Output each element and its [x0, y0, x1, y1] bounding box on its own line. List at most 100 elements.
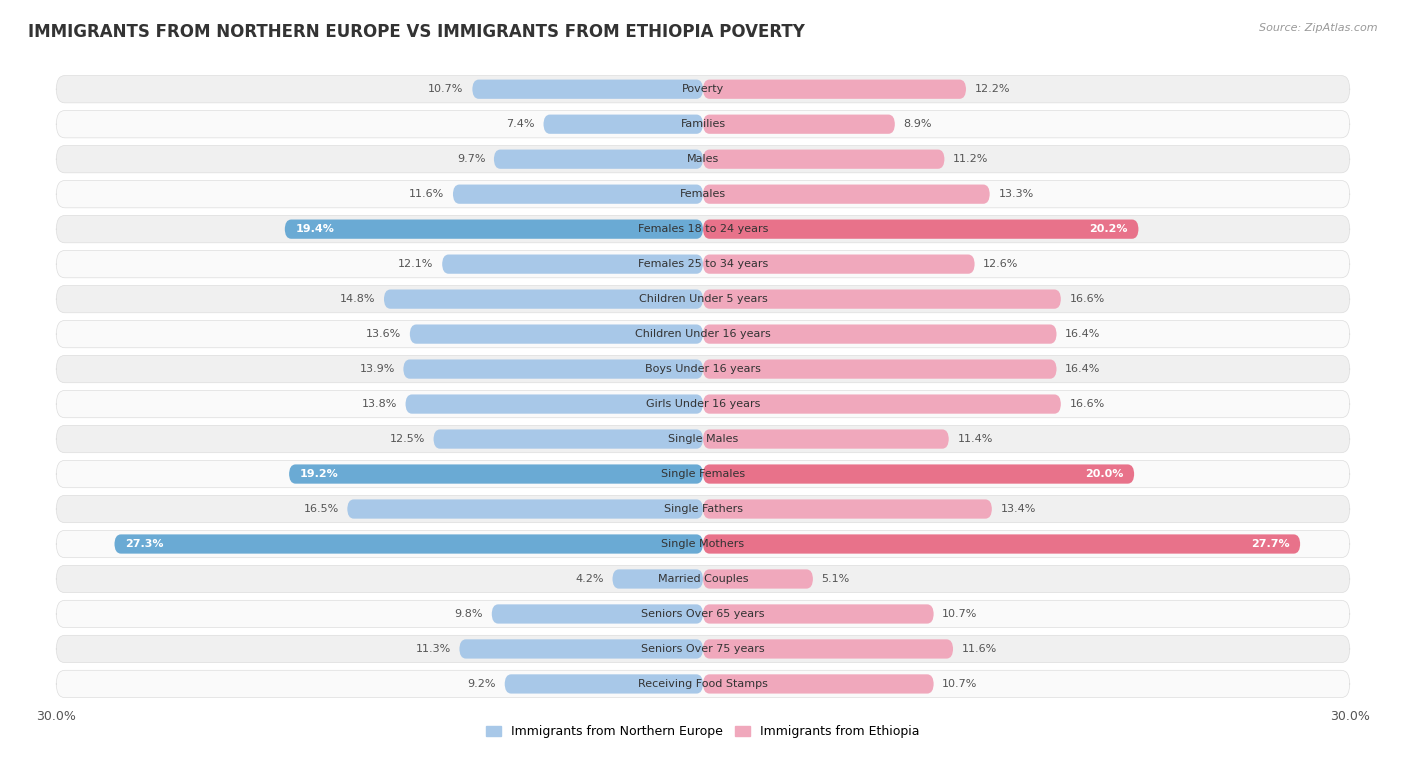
- FancyBboxPatch shape: [433, 430, 703, 449]
- FancyBboxPatch shape: [492, 604, 703, 624]
- FancyBboxPatch shape: [114, 534, 703, 553]
- FancyBboxPatch shape: [703, 359, 1056, 379]
- Text: 13.4%: 13.4%: [1001, 504, 1036, 514]
- FancyBboxPatch shape: [703, 220, 1139, 239]
- Legend: Immigrants from Northern Europe, Immigrants from Ethiopia: Immigrants from Northern Europe, Immigra…: [481, 720, 925, 744]
- Text: Families: Families: [681, 119, 725, 129]
- FancyBboxPatch shape: [460, 639, 703, 659]
- Text: 11.4%: 11.4%: [957, 434, 993, 444]
- Text: 11.6%: 11.6%: [962, 644, 997, 654]
- Text: 9.2%: 9.2%: [468, 679, 496, 689]
- FancyBboxPatch shape: [56, 635, 1350, 662]
- FancyBboxPatch shape: [472, 80, 703, 99]
- FancyBboxPatch shape: [56, 390, 1350, 418]
- Text: 14.8%: 14.8%: [340, 294, 375, 304]
- Text: Source: ZipAtlas.com: Source: ZipAtlas.com: [1260, 23, 1378, 33]
- Text: 16.4%: 16.4%: [1066, 364, 1101, 374]
- Text: 8.9%: 8.9%: [904, 119, 932, 129]
- Text: Single Females: Single Females: [661, 469, 745, 479]
- FancyBboxPatch shape: [703, 80, 966, 99]
- FancyBboxPatch shape: [56, 670, 1350, 697]
- FancyBboxPatch shape: [703, 149, 945, 169]
- Text: 10.7%: 10.7%: [942, 679, 977, 689]
- FancyBboxPatch shape: [56, 286, 1350, 313]
- FancyBboxPatch shape: [56, 531, 1350, 558]
- Text: 13.9%: 13.9%: [360, 364, 395, 374]
- FancyBboxPatch shape: [703, 675, 934, 694]
- FancyBboxPatch shape: [56, 321, 1350, 348]
- Text: 10.7%: 10.7%: [429, 84, 464, 94]
- Text: Married Couples: Married Couples: [658, 574, 748, 584]
- Text: Seniors Over 75 years: Seniors Over 75 years: [641, 644, 765, 654]
- FancyBboxPatch shape: [405, 394, 703, 414]
- FancyBboxPatch shape: [703, 430, 949, 449]
- Text: 12.2%: 12.2%: [974, 84, 1010, 94]
- Text: 16.5%: 16.5%: [304, 504, 339, 514]
- Text: 13.6%: 13.6%: [366, 329, 401, 339]
- FancyBboxPatch shape: [290, 465, 703, 484]
- FancyBboxPatch shape: [703, 255, 974, 274]
- Text: 12.5%: 12.5%: [389, 434, 425, 444]
- Text: 27.3%: 27.3%: [125, 539, 163, 549]
- Text: 5.1%: 5.1%: [821, 574, 849, 584]
- FancyBboxPatch shape: [703, 114, 894, 134]
- Text: 19.4%: 19.4%: [295, 224, 335, 234]
- FancyBboxPatch shape: [703, 324, 1056, 343]
- Text: 4.2%: 4.2%: [575, 574, 603, 584]
- FancyBboxPatch shape: [404, 359, 703, 379]
- Text: 11.2%: 11.2%: [953, 154, 988, 164]
- FancyBboxPatch shape: [505, 675, 703, 694]
- FancyBboxPatch shape: [703, 290, 1062, 309]
- Text: 20.0%: 20.0%: [1085, 469, 1123, 479]
- FancyBboxPatch shape: [347, 500, 703, 518]
- Text: 7.4%: 7.4%: [506, 119, 534, 129]
- Text: Single Fathers: Single Fathers: [664, 504, 742, 514]
- Text: 13.8%: 13.8%: [361, 399, 396, 409]
- FancyBboxPatch shape: [285, 220, 703, 239]
- FancyBboxPatch shape: [613, 569, 703, 589]
- Text: 16.6%: 16.6%: [1070, 294, 1105, 304]
- Text: Seniors Over 65 years: Seniors Over 65 years: [641, 609, 765, 619]
- Text: 16.6%: 16.6%: [1070, 399, 1105, 409]
- FancyBboxPatch shape: [56, 111, 1350, 138]
- FancyBboxPatch shape: [56, 496, 1350, 523]
- FancyBboxPatch shape: [703, 569, 813, 589]
- FancyBboxPatch shape: [56, 215, 1350, 243]
- FancyBboxPatch shape: [453, 184, 703, 204]
- FancyBboxPatch shape: [56, 146, 1350, 173]
- FancyBboxPatch shape: [494, 149, 703, 169]
- Text: 10.7%: 10.7%: [942, 609, 977, 619]
- Text: Females: Females: [681, 190, 725, 199]
- FancyBboxPatch shape: [703, 500, 991, 518]
- FancyBboxPatch shape: [703, 394, 1062, 414]
- Text: 11.3%: 11.3%: [416, 644, 451, 654]
- FancyBboxPatch shape: [56, 565, 1350, 593]
- Text: Single Males: Single Males: [668, 434, 738, 444]
- FancyBboxPatch shape: [56, 425, 1350, 453]
- FancyBboxPatch shape: [56, 250, 1350, 277]
- Text: 13.3%: 13.3%: [998, 190, 1033, 199]
- Text: Females 25 to 34 years: Females 25 to 34 years: [638, 259, 768, 269]
- FancyBboxPatch shape: [703, 184, 990, 204]
- FancyBboxPatch shape: [703, 534, 1301, 553]
- FancyBboxPatch shape: [56, 76, 1350, 103]
- FancyBboxPatch shape: [56, 600, 1350, 628]
- Text: 27.7%: 27.7%: [1251, 539, 1289, 549]
- Text: 9.8%: 9.8%: [454, 609, 484, 619]
- FancyBboxPatch shape: [409, 324, 703, 343]
- Text: Females 18 to 24 years: Females 18 to 24 years: [638, 224, 768, 234]
- Text: Receiving Food Stamps: Receiving Food Stamps: [638, 679, 768, 689]
- Text: Males: Males: [688, 154, 718, 164]
- Text: 12.1%: 12.1%: [398, 259, 433, 269]
- Text: 11.6%: 11.6%: [409, 190, 444, 199]
- FancyBboxPatch shape: [384, 290, 703, 309]
- FancyBboxPatch shape: [56, 460, 1350, 487]
- Text: 16.4%: 16.4%: [1066, 329, 1101, 339]
- Text: 20.2%: 20.2%: [1090, 224, 1128, 234]
- Text: 19.2%: 19.2%: [299, 469, 339, 479]
- Text: Single Mothers: Single Mothers: [661, 539, 745, 549]
- FancyBboxPatch shape: [703, 639, 953, 659]
- FancyBboxPatch shape: [56, 356, 1350, 383]
- Text: Girls Under 16 years: Girls Under 16 years: [645, 399, 761, 409]
- Text: IMMIGRANTS FROM NORTHERN EUROPE VS IMMIGRANTS FROM ETHIOPIA POVERTY: IMMIGRANTS FROM NORTHERN EUROPE VS IMMIG…: [28, 23, 806, 41]
